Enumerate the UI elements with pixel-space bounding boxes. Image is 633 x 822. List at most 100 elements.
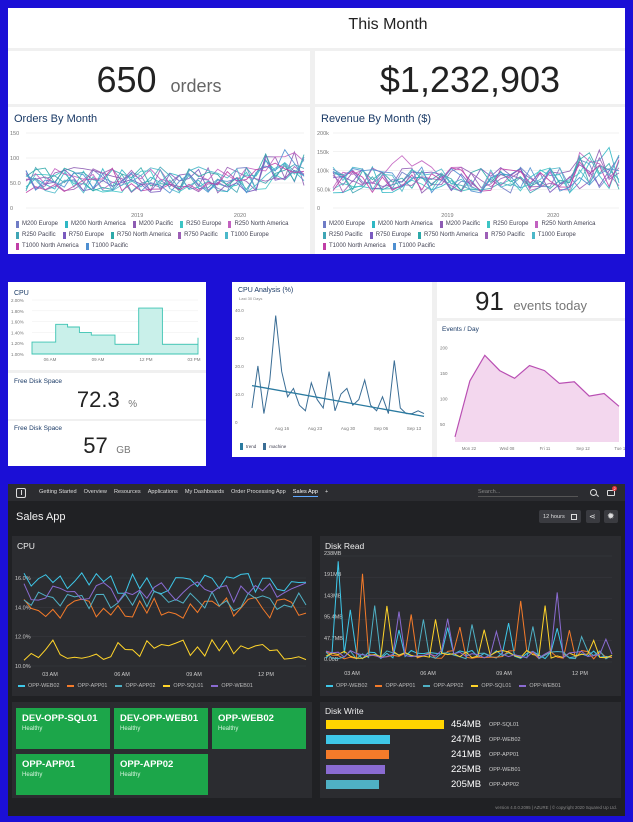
legend-entry[interactable]: R750 Pacific — [485, 231, 525, 240]
y-tick-label: 143MB — [324, 593, 342, 599]
free-disk-gb-card[interactable]: Free Disk Space 57 GB — [8, 421, 206, 466]
legend-entry[interactable]: M200 Pacific — [132, 220, 173, 229]
legend-entry[interactable]: R750 North America — [111, 231, 171, 240]
free-disk-percent-card[interactable]: Free Disk Space 72.3 % — [8, 373, 206, 419]
legend-entry[interactable]: R250 Pacific — [323, 231, 363, 240]
timeframe-label: 12 hours — [543, 513, 565, 520]
cpu-analysis-card[interactable]: CPU Analysis (%) Last 30 Days 40.0 30.0 20… — [232, 282, 432, 457]
orders-by-month-panel[interactable]: Orders By Month 150 100 50.0 0 2019 2020 M200… — [8, 107, 310, 254]
legend-entry[interactable]: R250 North America — [228, 220, 288, 229]
legend-entry[interactable]: R750 Pacific — [178, 231, 218, 240]
disk-gb-value: 57 — [83, 433, 108, 458]
legend-entry[interactable]: OPP-SQL01 — [471, 683, 511, 689]
server-tile[interactable]: OPP-APP01 Healthy — [16, 754, 110, 795]
legend-entry[interactable]: OPP-WEB01 — [519, 683, 561, 689]
legend-entry[interactable]: OPP-WEB02 — [18, 683, 59, 689]
dark-cpu-panel[interactable]: CPU 16.0% 14.0% 12.0% 10.0% 03 AM 06 AM 09 AM 1… — [12, 536, 312, 696]
legend-swatch — [228, 221, 232, 228]
nav-item[interactable]: Resources — [113, 488, 141, 495]
legend-entry[interactable]: T1000 North America — [16, 242, 79, 251]
legend-entry[interactable]: M200 Europe — [323, 220, 365, 229]
x-tick-label: 12 PM — [572, 671, 588, 677]
legend-label: OPP-WEB02 — [28, 683, 60, 689]
legend-label: R750 North America — [424, 232, 479, 238]
disk-write-row[interactable]: 225MB OPP-WEB01 — [326, 764, 556, 775]
revenue-total-tile[interactable]: $1,232,903 — [315, 51, 625, 104]
search-input[interactable]: Search... — [478, 489, 578, 497]
y-tick-label: 0 — [235, 420, 238, 425]
y-tick-label: 1.20% — [11, 341, 24, 346]
nav-item[interactable]: Sales App — [292, 488, 318, 497]
disk-read-panel[interactable]: Disk Read 238MB 191MB 143MB 95.4MB 47.7MB 0.0… — [320, 536, 621, 696]
legend-entry[interactable]: OPP-APP02 — [423, 683, 463, 689]
server-tile[interactable]: DEV-OPP-WEB01 Healthy — [114, 708, 208, 749]
legend-entry[interactable]: R250 Pacific — [16, 231, 56, 240]
nav-item[interactable]: + — [324, 488, 329, 495]
legend-entry[interactable]: M200 North America — [65, 220, 126, 229]
disk-read-title: Disk Read — [325, 541, 365, 551]
events-per-day-card[interactable]: Events / Day 200 150 100 50 Mon 22 Wed 08 Fri … — [437, 321, 625, 457]
y-tick-label: 100 — [440, 397, 448, 402]
legend-entry[interactable]: trend — [240, 442, 256, 451]
legend-entry[interactable]: OPP-SQL01 — [163, 683, 203, 689]
series-line — [23, 590, 307, 612]
legend-entry[interactable]: OPP-APP01 — [67, 683, 107, 689]
notifications-icon[interactable]: 2 — [607, 485, 618, 497]
legend-entry[interactable]: T1000 Europe — [531, 231, 576, 240]
series-line — [23, 572, 307, 595]
cpu-card[interactable]: CPU 2.00% 1.80% 1.60% 1.40% 1.20% 1.00% 06 AM 0… — [8, 282, 206, 370]
legend-entry[interactable]: R750 Europe — [369, 231, 411, 240]
nav-item[interactable]: Getting Started — [39, 488, 77, 495]
disk-write-row[interactable]: 247MB OPP-WEB02 — [326, 734, 556, 745]
disk-write-panel[interactable]: Disk Write 454MB OPP-SQL01 247MB OPP-WEB02 2… — [320, 702, 621, 798]
nav-item[interactable]: Applications — [147, 488, 178, 495]
legend-entry[interactable]: R750 Europe — [62, 231, 104, 240]
legend-entry[interactable]: T1000 Pacific — [392, 242, 435, 251]
series-line — [332, 166, 620, 194]
legend-entry[interactable]: M200 North America — [372, 220, 433, 229]
share-button[interactable]: ⋖ — [586, 510, 600, 523]
disk-write-row[interactable]: 205MB OPP-APP02 — [326, 779, 556, 790]
legend-label: OPP-WEB02 — [336, 683, 368, 689]
legend-entry[interactable]: OPP-WEB02 — [326, 683, 367, 689]
legend-entry[interactable]: OPP-APP02 — [115, 683, 155, 689]
legend-label: R750 Pacific — [491, 232, 525, 238]
search-icon[interactable] — [590, 489, 599, 498]
revenue-total: $1,232,903 — [379, 59, 561, 100]
y-tick-label: 50.0k — [317, 187, 331, 193]
nav-item[interactable]: Order Processing App — [231, 488, 286, 495]
events-today-card[interactable]: 91 events today — [437, 282, 625, 318]
legend-entry[interactable]: R250 Europe — [487, 220, 528, 229]
y-tick-label: 10.0% — [15, 664, 31, 670]
x-tick-label: Sep 13 — [407, 426, 422, 431]
legend-entry[interactable]: OPP-APP01 — [375, 683, 415, 689]
server-tile[interactable]: OPP-WEB02 Healthy — [212, 708, 306, 749]
legend-entry[interactable]: OPP-WEB01 — [211, 683, 253, 689]
settings-button[interactable]: ✹ — [604, 510, 618, 523]
disk-write-row[interactable]: 241MB OPP-APP01 — [326, 749, 556, 760]
legend-entry[interactable]: R750 North America — [418, 231, 478, 240]
server-tile[interactable]: OPP-APP02 Healthy — [114, 754, 208, 795]
legend-entry[interactable]: machine — [263, 442, 286, 451]
nav-item[interactable]: My Dashboards — [184, 488, 225, 495]
legend-swatch — [323, 243, 326, 250]
legend-entry[interactable]: R250 Europe — [180, 220, 221, 229]
disk-write-bar — [326, 765, 385, 774]
orders-chart-title: Orders By Month — [14, 113, 98, 125]
legend-swatch — [487, 221, 491, 228]
server-tile[interactable]: DEV-OPP-SQL01 Healthy — [16, 708, 110, 749]
y-tick-label: 10.0 — [235, 392, 244, 397]
app-logo-icon[interactable] — [16, 487, 26, 498]
legend-entry[interactable]: T1000 Pacific — [85, 242, 128, 251]
nav-item[interactable]: Overview — [83, 488, 107, 495]
legend-entry[interactable]: T1000 Europe — [224, 231, 269, 240]
orders-count-tile[interactable]: 650 orders — [8, 51, 310, 104]
legend-entry[interactable]: M200 Europe — [16, 220, 58, 229]
legend-label: trend — [246, 444, 257, 449]
legend-entry[interactable]: R250 North America — [535, 220, 595, 229]
disk-write-row[interactable]: 454MB OPP-SQL01 — [326, 719, 556, 730]
timeframe-button[interactable]: 12 hours — [539, 510, 581, 523]
revenue-by-month-panel[interactable]: Revenue By Month ($) 200k 150k 100k 50.0k 0 2… — [315, 107, 625, 254]
legend-entry[interactable]: M200 Pacific — [439, 220, 480, 229]
legend-entry[interactable]: T1000 North America — [323, 242, 386, 251]
